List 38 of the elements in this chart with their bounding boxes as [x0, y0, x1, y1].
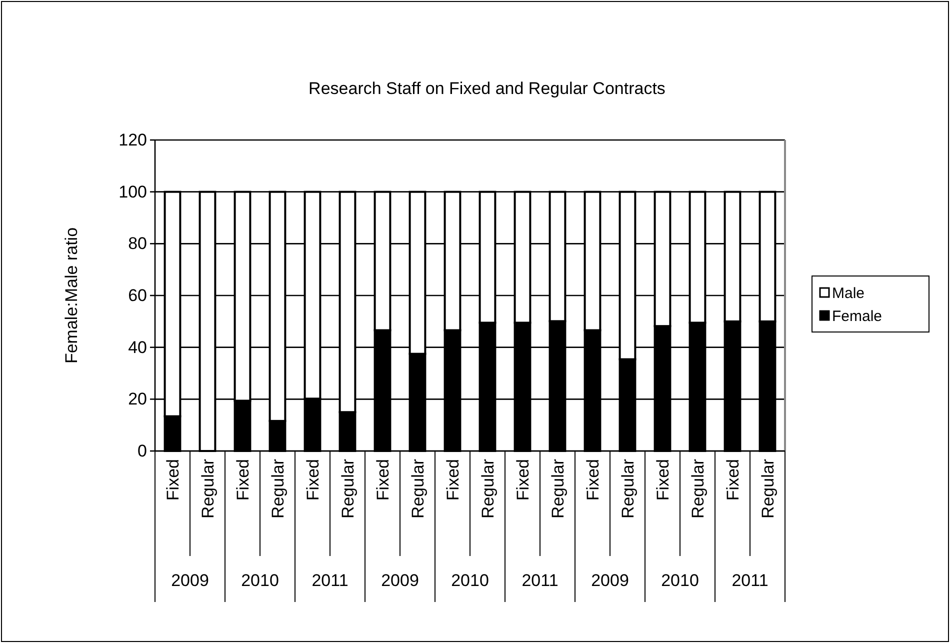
- x-tick-label: Regular: [548, 458, 568, 519]
- text: 2009: [381, 571, 419, 590]
- x-tick-label: Fixed: [444, 459, 462, 501]
- x-tick-label: Regular: [758, 458, 778, 519]
- y-tick-label: 40: [128, 338, 147, 357]
- x-tick-label: Fixed: [654, 459, 672, 501]
- y-tick-label: 120: [118, 130, 147, 150]
- text: 2011: [522, 571, 558, 590]
- y-tick-label: 0: [138, 441, 147, 460]
- x-tick-label: Fixed: [374, 459, 392, 501]
- x-tick-label: Regular: [478, 458, 498, 519]
- x-tick-label: Regular: [618, 458, 638, 519]
- text: 2011: [732, 571, 768, 590]
- x-tick-label: Regular: [198, 458, 218, 519]
- x-tick-label: Fixed: [584, 459, 602, 501]
- text: 2010: [241, 571, 279, 590]
- x-tick-label: Regular: [268, 458, 288, 519]
- x-tick-label: Regular: [338, 458, 358, 519]
- x-tick-label: Fixed: [304, 459, 322, 501]
- x-tick-label: Fixed: [164, 459, 182, 501]
- x-tick-label: Regular: [688, 458, 708, 519]
- x-tick-label: Regular: [408, 458, 428, 519]
- y-tick-label: 100: [118, 182, 147, 202]
- text: 2011: [312, 571, 348, 590]
- x-tick-label: Fixed: [724, 459, 742, 501]
- chart-title: Research Staff on Fixed and Regular Contracts: [308, 79, 666, 98]
- legend-label: Female: [832, 308, 882, 325]
- y-tick-label: 20: [128, 390, 147, 409]
- text: 2010: [661, 571, 699, 590]
- x-tick-label: Fixed: [234, 459, 252, 501]
- text: 2009: [591, 571, 629, 590]
- x-tick-label: Fixed: [514, 459, 532, 501]
- text: 2009: [171, 571, 209, 590]
- y-axis-title: Female:Male ratio: [62, 227, 81, 364]
- y-tick-label: 80: [128, 234, 147, 254]
- text: 2010: [451, 571, 489, 590]
- legend-label: Male: [832, 285, 865, 302]
- y-tick-label: 60: [128, 286, 147, 305]
